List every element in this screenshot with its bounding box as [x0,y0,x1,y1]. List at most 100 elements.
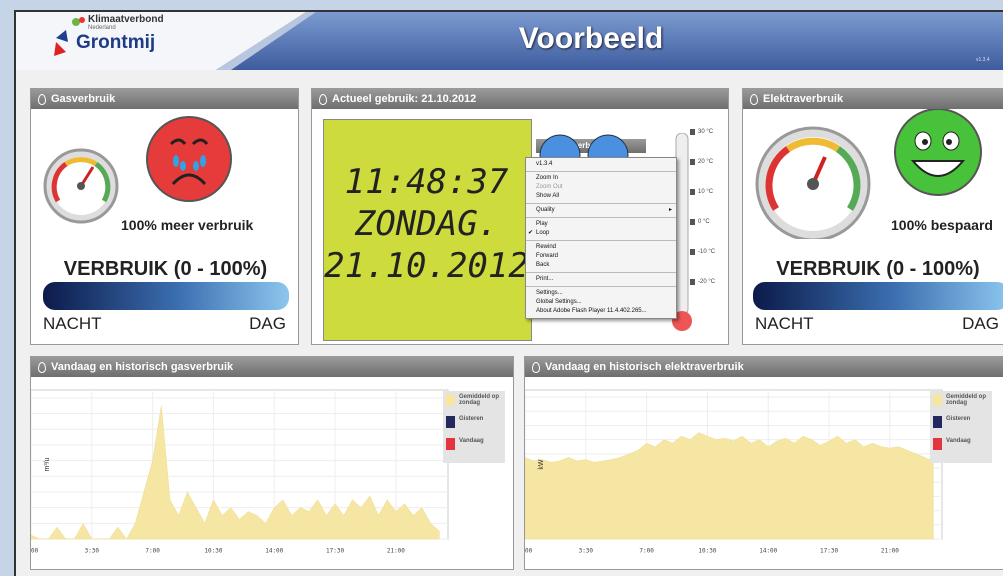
header-logo-bg [16,12,316,70]
legend-label: Gisteren [459,416,483,422]
logo-brand: Grontmij [76,32,155,54]
menu-item[interactable]: Print... [526,275,676,284]
scale-left: NACHT [755,314,814,334]
legend-item: Gemiddeld op zondag [446,394,502,406]
page-title: Voorbeeld [436,22,746,56]
legend-item: Gemiddeld op zondag [933,394,989,406]
thermometer-label: -20 °C [690,279,715,285]
chart-title: Vandaag en historisch elektraverbruik [525,357,1003,377]
y-axis-label: kW [538,459,545,470]
chart-title: Vandaag en historisch gasverbruik [31,357,513,377]
scale-bar [43,282,289,310]
menu-item[interactable]: Show All [526,192,676,201]
x-tick-label: 14:00 [759,548,777,555]
menu-item[interactable]: About Adobe Flash Player 11.4.402.265... [526,307,676,316]
legend-swatch [446,438,455,450]
logo-subtext: Nederland [88,25,116,31]
clock-text: 11:48:37 ZONDAG. 21.10.2012 [323,161,530,287]
x-tick-label: 0:00 [525,548,533,555]
menu-check: ✔ [528,229,533,238]
y-axis-label: m³/u [44,457,51,471]
menu-item-label: Forward [536,253,558,259]
scale-left: NACHT [43,314,102,334]
context-menu: v1.3.4 Zoom In Zoom Out Show All Quality ▸ Pla… [525,157,677,319]
x-tick-label: 17:30 [326,548,344,555]
x-tick-label: 7:00 [639,548,654,555]
x-tick-label: 10:30 [204,548,222,555]
menu-separator [526,240,676,241]
menu-arrow: ▸ [669,206,672,215]
scale-title: VERBRUIK (0 - 100%) [31,258,299,281]
legend-swatch [933,416,942,428]
thermometer-label: 0 °C [690,219,710,225]
thermometer-label: -10 °C [690,249,715,255]
scale-right: DAG [962,314,999,334]
x-tick-label: 7:00 [145,548,160,555]
menu-item[interactable]: Play [526,220,676,229]
menu-item[interactable]: Forward [526,252,676,261]
status-message: 100% meer verbruik [121,217,253,233]
legend-swatch [446,416,455,428]
legend-label: Vandaag [946,438,971,444]
legend: Gemiddeld op zondag Gisteren Vandaag [930,391,992,463]
menu-item-label: Loop [536,230,549,236]
menu-item-label: About Adobe Flash Player 11.4.402.265... [536,308,647,314]
menu-item[interactable]: Quality ▸ [526,206,676,215]
menu-separator [526,203,676,204]
thermometer-label: 20 °C [690,159,713,165]
scale-title: VERBRUIK (0 - 100%) [743,258,1003,281]
menu-item[interactable]: v1.3.4 [526,160,676,169]
menu-item[interactable]: Back [526,261,676,270]
thermometer-label: 30 °C [690,129,713,135]
menu-item[interactable]: Global Settings... [526,298,676,307]
x-tick-label: 14:00 [265,548,283,555]
menu-item-label: Global Settings... [536,299,582,305]
dashboard: Klimaatverbond Nederland Grontmij Voorbe… [14,10,1003,576]
x-tick-label: 3:30 [85,548,100,555]
current-panel: Actueel gebruik: 21.10.2012 11:48:37 ZON… [311,88,729,345]
panel-title: Gasverbruik [31,89,298,109]
menu-item-label: Show All [536,193,559,199]
page: Klimaatverbond Nederland Grontmij Voorbe… [0,0,1003,576]
electric-chart-panel: Vandaag en historisch elektraverbruik 00… [524,356,1003,570]
scale-bar [753,282,1003,310]
legend-item: Gisteren [933,416,989,428]
legend-label: Gemiddeld op zondag [459,394,502,406]
menu-item-label: Back [536,262,549,268]
legend-swatch [933,394,942,406]
menu-item-label: Zoom Out [536,184,563,190]
menu-item[interactable]: Rewind [526,243,676,252]
version: v1.3.4 [976,57,990,63]
legend-swatch [446,394,455,406]
menu-item-label: Print... [536,276,553,282]
menu-item-label: Play [536,221,548,227]
gas-panel: Gasverbruik 100% meer verbruik VERBRUIK … [30,88,299,345]
status-message: 100% bespaard [891,217,993,233]
menu-item[interactable]: Zoom In [526,174,676,183]
x-tick-label: 21:00 [881,548,899,555]
chart: 00.20.40.60.811.21.41.61.80:003:307:0010… [31,377,514,570]
menu-item[interactable]: Settings... [526,289,676,298]
clock-date: 21.10.2012 [323,245,530,287]
menu-separator [526,286,676,287]
gas-chart-panel: Vandaag en historisch gasverbruik 00.20.… [30,356,514,570]
menu-item[interactable]: Loop✔ [526,229,676,238]
logo-text: Klimaatverbond [88,14,164,25]
menu-separator [526,272,676,273]
menu-item-label: Zoom In [536,175,558,181]
legend-item: Gisteren [446,416,502,428]
menu-item-label: v1.3.4 [536,161,552,167]
panel-title: Actueel gebruik: 21.10.2012 [312,89,728,109]
menu-item-label: Settings... [536,290,563,296]
x-tick-label: 17:30 [820,548,838,555]
x-tick-label: 10:30 [698,548,716,555]
menu-separator [526,171,676,172]
legend-label: Gemiddeld op zondag [946,394,989,406]
legend-label: Gisteren [946,416,970,422]
clock-day: ZONDAG. [323,203,530,245]
electric-panel: Elektraverbruik 100% bespaard VERBRUIK (… [742,88,1003,345]
menu-item-label: Quality [536,207,555,213]
x-tick-label: 21:00 [387,548,405,555]
